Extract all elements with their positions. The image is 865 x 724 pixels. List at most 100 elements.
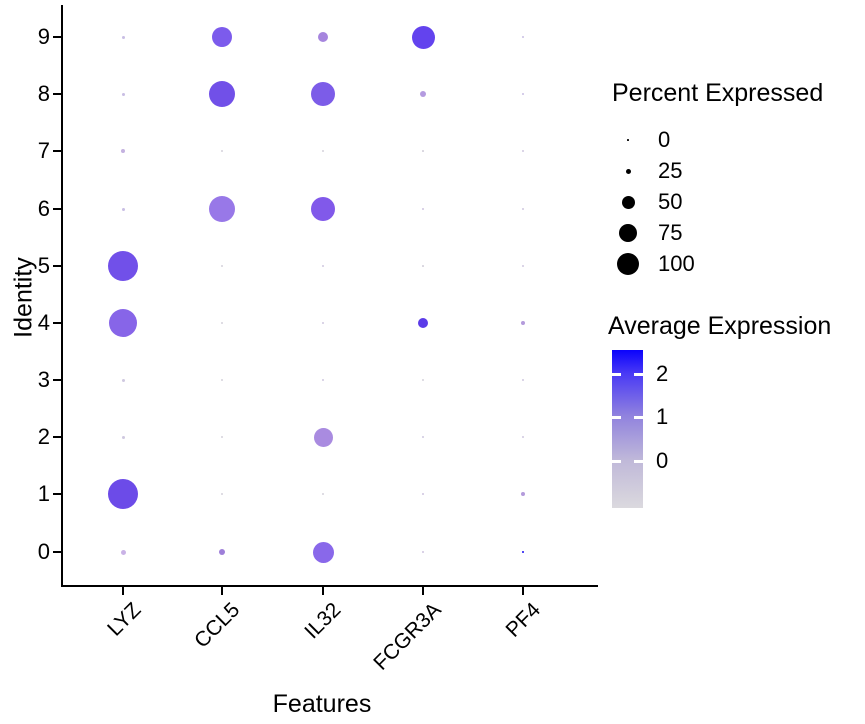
size-legend-dot xyxy=(627,139,629,141)
y-tick-label: 8 xyxy=(37,81,50,106)
expression-dot xyxy=(322,379,324,381)
y-tick-label: 6 xyxy=(37,196,50,221)
expression-dot xyxy=(422,493,424,495)
expression-dot xyxy=(322,322,324,324)
expression-dot xyxy=(522,93,524,95)
y-tick-mark xyxy=(53,265,61,267)
expression-dot xyxy=(318,32,328,42)
size-legend-title: Percent Expressed xyxy=(612,79,824,107)
y-tick-label: 0 xyxy=(37,539,50,564)
expression-dot xyxy=(120,549,126,555)
y-tick-mark xyxy=(53,36,61,38)
expression-dot xyxy=(422,436,424,438)
x-tick-label: CCL5 xyxy=(190,598,245,653)
expression-dot xyxy=(521,321,525,325)
expression-dot xyxy=(121,92,125,96)
y-tick-label: 4 xyxy=(37,310,50,335)
expression-dot xyxy=(109,309,137,337)
y-tick-label: 2 xyxy=(37,424,50,449)
size-legend-label: 25 xyxy=(658,158,683,183)
y-tick-mark xyxy=(53,150,61,152)
expression-dot xyxy=(322,150,324,152)
expression-dot xyxy=(322,493,324,495)
color-legend-tick-left xyxy=(612,460,621,463)
color-legend-label: 1 xyxy=(656,404,669,429)
y-tick-mark xyxy=(53,551,61,553)
expression-dot xyxy=(322,265,324,267)
expression-dot xyxy=(313,427,333,447)
expression-dot xyxy=(311,82,335,106)
color-legend-gradient-bar xyxy=(612,350,643,508)
y-axis-title: Identity xyxy=(9,257,38,338)
x-tick-mark xyxy=(422,587,424,595)
expression-dot xyxy=(121,378,125,382)
expression-dot xyxy=(209,196,235,222)
expression-dot xyxy=(422,150,424,152)
expression-dot xyxy=(221,150,223,152)
color-legend-title: Average Expression xyxy=(608,312,832,340)
expression-dot xyxy=(108,479,138,509)
x-tick-mark xyxy=(221,587,223,595)
expression-dot xyxy=(522,379,524,381)
expression-dot xyxy=(108,251,138,281)
size-legend-dot xyxy=(617,253,639,275)
color-legend-tick-right xyxy=(634,460,643,463)
expression-dot xyxy=(121,435,125,439)
y-tick-label: 9 xyxy=(37,24,50,49)
expression-dot xyxy=(521,492,525,496)
y-tick-mark xyxy=(53,322,61,324)
y-tick-mark xyxy=(53,493,61,495)
x-tick-mark xyxy=(322,587,324,595)
size-legend-label: 0 xyxy=(658,127,671,152)
size-legend-label: 50 xyxy=(658,189,683,214)
expression-dot xyxy=(219,549,225,555)
expression-dot xyxy=(522,436,524,438)
expression-dot xyxy=(418,318,428,328)
expression-dot xyxy=(522,150,524,152)
color-legend-label: 0 xyxy=(656,448,669,473)
x-tick-label: LYZ xyxy=(103,598,146,641)
size-legend-label: 75 xyxy=(658,220,683,245)
y-tick-mark xyxy=(53,93,61,95)
expression-dot xyxy=(522,265,524,267)
expression-dot xyxy=(522,208,524,210)
y-tick-mark xyxy=(53,208,61,210)
expression-dot xyxy=(522,36,524,38)
expression-dot xyxy=(411,25,435,49)
expression-dot xyxy=(221,322,223,324)
expression-dot xyxy=(420,91,426,97)
y-axis-line xyxy=(61,5,63,587)
expression-dot xyxy=(209,81,235,107)
x-axis-title: Features xyxy=(272,690,372,718)
x-tick-mark xyxy=(122,587,124,595)
expression-dot xyxy=(521,550,525,554)
x-tick-label: PF4 xyxy=(502,598,546,642)
expression-dot xyxy=(221,493,223,495)
x-axis-line xyxy=(61,585,598,587)
expression-dot xyxy=(422,208,424,210)
x-tick-label: IL32 xyxy=(300,598,346,644)
color-legend-tick-left xyxy=(612,416,621,419)
y-tick-mark xyxy=(53,436,61,438)
expression-dot xyxy=(312,541,334,563)
size-legend-dot xyxy=(619,224,637,242)
y-tick-mark xyxy=(53,379,61,381)
color-legend-tick-right xyxy=(634,373,643,376)
x-tick-mark xyxy=(522,587,524,595)
expression-dot xyxy=(221,379,223,381)
color-legend-tick-left xyxy=(612,373,621,376)
expression-dot xyxy=(121,207,125,211)
y-tick-label: 7 xyxy=(37,138,50,163)
size-legend-dot xyxy=(621,195,635,209)
expression-dot xyxy=(121,149,125,153)
y-tick-label: 5 xyxy=(37,253,50,278)
size-legend-dot xyxy=(625,168,631,174)
color-legend-tick-right xyxy=(634,416,643,419)
expression-dot xyxy=(311,197,335,221)
expression-dot xyxy=(212,27,232,47)
expression-dot xyxy=(422,551,424,553)
y-tick-label: 3 xyxy=(37,367,50,392)
expression-dot xyxy=(121,35,125,39)
expression-dot xyxy=(221,436,223,438)
